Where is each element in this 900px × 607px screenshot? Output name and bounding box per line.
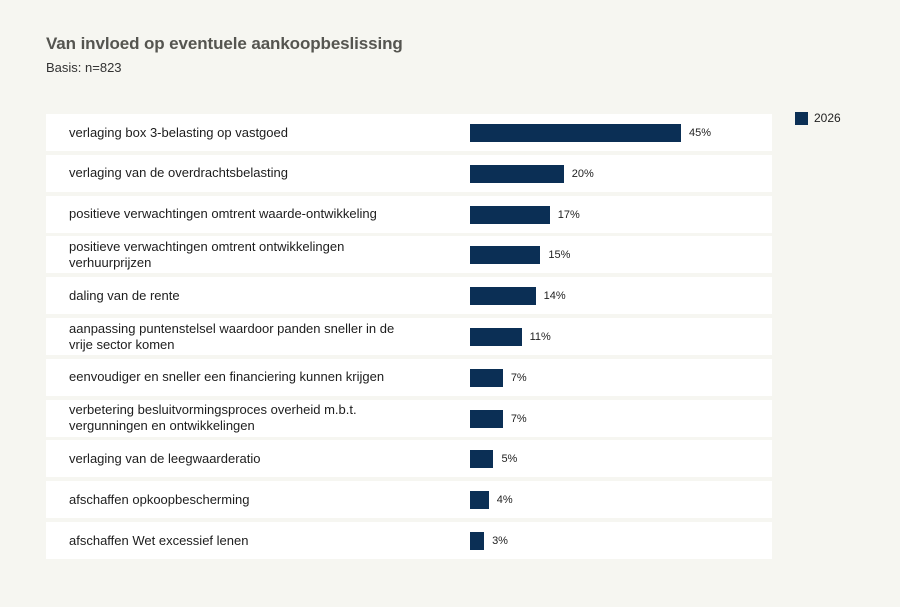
chart-row: verlaging box 3-belasting op vastgoed 45% — [46, 114, 772, 151]
bar — [470, 491, 489, 510]
bar-value-label: 20% — [571, 167, 594, 180]
category-label: eenvoudiger en sneller een financiering … — [69, 369, 385, 385]
bar-value-label: 15% — [548, 249, 571, 262]
category-label: aanpassing puntenstelsel waardoor panden… — [69, 320, 395, 352]
bar — [470, 246, 541, 265]
chart-row: daling van de rente 14% — [46, 277, 772, 315]
chart-row: verlaging van de overdrachtsbelasting 20% — [46, 154, 772, 192]
chart-title: Van invloed op eventuele aankoopbeslissi… — [46, 34, 403, 53]
chart-row: positieve verwachtingen omtrent ontwikke… — [46, 236, 772, 274]
chart-row: verlaging van de leegwaarderatio 5% — [46, 440, 772, 478]
bar — [470, 532, 485, 550]
chart-subtitle: Basis: n=823 — [46, 60, 122, 75]
bar — [470, 124, 681, 142]
bar-value-label: 14% — [543, 290, 566, 303]
category-label: positieve verwachtingen omtrent ontwikke… — [69, 238, 345, 270]
category-label: verlaging van de overdrachtsbelasting — [69, 165, 288, 181]
bar-value-label: 7% — [510, 371, 527, 384]
bar-value-label: 3% — [492, 535, 508, 547]
bar-value-label: 5% — [501, 453, 518, 466]
bar-value-label: 11% — [529, 331, 551, 343]
bar — [470, 205, 550, 224]
bar-value-label: 45% — [689, 127, 712, 139]
category-label: verlaging van de leegwaarderatio — [69, 450, 261, 466]
chart-row: eenvoudiger en sneller een financiering … — [46, 358, 772, 396]
chart-row: positieve verwachtingen omtrent waarde-o… — [46, 195, 772, 233]
category-label: afschaffen opkoopbescherming — [69, 491, 250, 507]
chart-row: verbetering besluitvormingsproces overhe… — [46, 399, 772, 437]
bar — [470, 164, 564, 183]
bar-value-label: 17% — [557, 208, 580, 221]
chart-row: afschaffen opkoopbescherming 4% — [46, 481, 772, 519]
chart-row: afschaffen Wet excessief lenen 3% — [46, 522, 772, 559]
legend: 2026 — [795, 111, 841, 125]
category-label: verlaging box 3-belasting op vastgoed — [69, 124, 288, 140]
bar — [470, 287, 536, 306]
bar-value-label: 7% — [510, 412, 527, 425]
bar — [470, 409, 503, 428]
category-label: daling van de rente — [69, 287, 180, 303]
bar — [470, 450, 494, 469]
legend-label: 2026 — [814, 111, 841, 125]
category-label: afschaffen Wet excessief lenen — [69, 532, 249, 548]
chart-row: aanpassing puntenstelsel waardoor panden… — [46, 318, 772, 355]
legend-swatch — [795, 111, 808, 125]
category-label: verbetering besluitvormingsproces overhe… — [69, 402, 357, 434]
bar-value-label: 4% — [496, 494, 513, 507]
bar — [470, 328, 522, 346]
bar — [470, 368, 503, 387]
category-label: positieve verwachtingen omtrent waarde-o… — [69, 206, 377, 222]
